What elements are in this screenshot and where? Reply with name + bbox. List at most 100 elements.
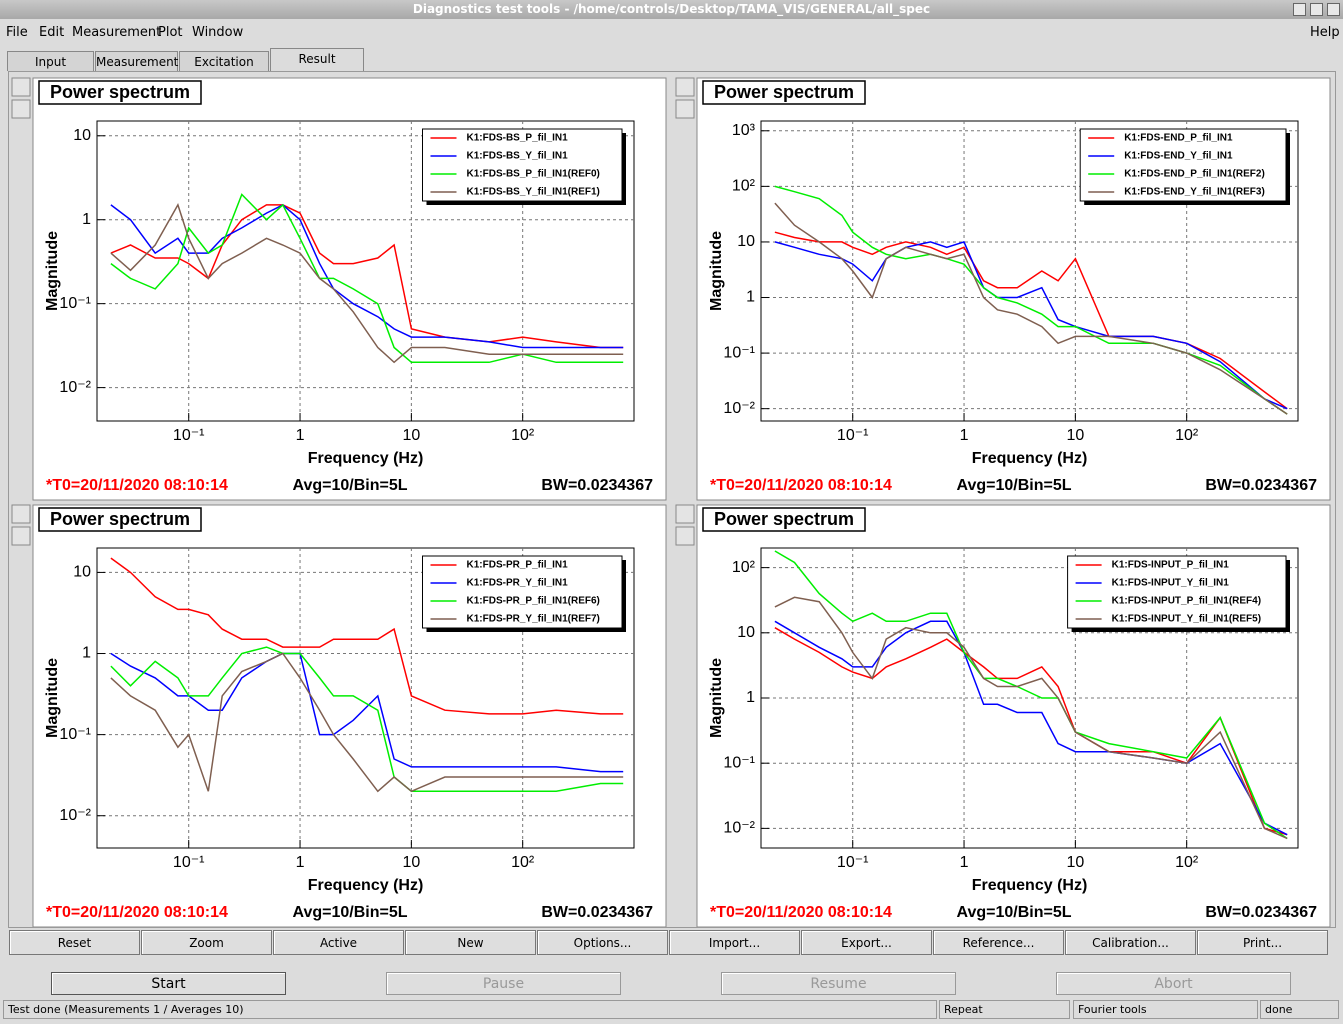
minimize[interactable] — [1293, 3, 1306, 16]
series-line — [110, 204, 624, 349]
status-text: Test done (Measurements 1 / Averages 10) — [3, 1000, 937, 1019]
resume-button[interactable]: Resume — [721, 972, 956, 995]
toolbar-button[interactable]: Calibration... — [1065, 930, 1196, 955]
x-tick-label: 10² — [1175, 854, 1199, 871]
annotation: Avg=10/Bin=5L — [292, 477, 407, 494]
panel-arrow-button[interactable] — [11, 77, 31, 97]
toolbar-button[interactable]: Reset — [9, 930, 140, 955]
y-tick-label: 10⁻¹ — [723, 344, 755, 361]
toolbar-button[interactable]: Import... — [669, 930, 800, 955]
abort-button[interactable]: Abort — [1056, 972, 1291, 995]
title-box — [702, 80, 866, 105]
plot-title: Power spectrum — [714, 509, 854, 529]
y-tick-label: 10³ — [732, 122, 756, 139]
x-tick-label: 1 — [296, 427, 305, 444]
plot-panel: 10⁻¹ 1 10 10² 10⁻² 10⁻¹ 1 10 Power spectrum Frequ… — [11, 77, 667, 501]
panel-arrow-button[interactable] — [11, 504, 31, 524]
legend-label: K1:FDS-END_Y_fil_IN1 — [1124, 151, 1233, 162]
annotation: Avg=10/Bin=5L — [956, 477, 1071, 494]
annotation: *T0=20/11/2020 08:10:14 — [46, 477, 228, 494]
series-line — [110, 203, 624, 364]
series-line — [110, 652, 624, 793]
toolbar-button[interactable]: Options... — [537, 930, 668, 955]
y-tick-label: 1 — [746, 289, 755, 306]
legend-label: K1:FDS-PR_Y_fil_IN1(REF7) — [467, 614, 600, 625]
toolbar-button[interactable]: Zoom — [141, 930, 272, 955]
status-state: done — [1260, 1000, 1339, 1019]
x-tick-label: 10² — [511, 427, 535, 444]
menu-item[interactable]: Measurement — [72, 25, 162, 40]
y-tick-label: 1 — [82, 645, 91, 662]
y-tick-label: 10⁻¹ — [723, 754, 755, 771]
legend — [1067, 555, 1287, 629]
toolbar-button[interactable]: Export... — [801, 930, 932, 955]
x-tick-label: 1 — [960, 854, 969, 871]
toolbar-button[interactable]: Active — [273, 930, 404, 955]
plot-title: Power spectrum — [714, 82, 854, 102]
legend-label: K1:FDS-PR_Y_fil_IN1 — [467, 578, 569, 589]
maximize[interactable] — [1310, 3, 1323, 16]
annotation: *T0=20/11/2020 08:10:14 — [710, 477, 892, 494]
pause-button[interactable]: Pause — [386, 972, 621, 995]
annotation: BW=0.0234367 — [541, 904, 653, 921]
legend-label: K1:FDS-BS_P_fil_IN1(REF0) — [467, 169, 600, 180]
y-tick-label: 10² — [732, 559, 756, 576]
panel-arrow-button — [675, 526, 695, 546]
x-tick-label: 10 — [1066, 427, 1084, 444]
start-button[interactable]: Start — [51, 972, 286, 995]
y-tick-label: 10² — [732, 178, 756, 195]
panel-arrow-button[interactable] — [11, 526, 31, 546]
panel-arrow-button[interactable] — [11, 99, 31, 119]
x-tick-label: 10 — [402, 854, 420, 871]
legend-label: K1:FDS-END_P_fil_IN1 — [1124, 133, 1233, 144]
toolbar-button[interactable]: Print... — [1197, 930, 1328, 955]
plot-title: Power spectrum — [50, 509, 190, 529]
tab[interactable]: Excitation — [179, 51, 269, 71]
y-tick-label: 10 — [737, 624, 755, 641]
menu-item[interactable]: Plot — [158, 25, 183, 40]
legend-label: K1:FDS-INPUT_Y_fil_IN1 — [1112, 578, 1230, 589]
plot-panel: 10⁻¹ 1 10 10² 10⁻² 10⁻¹ 1 10 Power spectrum Frequ… — [11, 504, 667, 928]
annotation: BW=0.0234367 — [1205, 477, 1317, 494]
legend-label: K1:FDS-END_P_fil_IN1(REF2) — [1124, 169, 1265, 180]
menu-item[interactable]: Help — [1310, 25, 1340, 40]
panel-arrow-button — [675, 99, 695, 119]
y-tick-label: 10⁻² — [723, 400, 755, 417]
annotation: BW=0.0234367 — [1205, 904, 1317, 921]
panel-arrow-button — [675, 504, 695, 524]
legend-label: K1:FDS-BS_Y_fil_IN1 — [467, 151, 569, 162]
close[interactable] — [1327, 3, 1340, 16]
y-tick-label: 10 — [73, 564, 91, 581]
title-box — [702, 507, 866, 532]
toolbar-button[interactable]: New — [405, 930, 536, 955]
menu-item[interactable]: Edit — [39, 25, 65, 40]
tab[interactable]: Measurement — [95, 51, 178, 71]
plot-panel: 10⁻¹ 1 10 10² 10⁻² 10⁻¹ 1 10 10² Power spectrum Fr… — [11, 504, 1331, 928]
menu-item[interactable]: Window — [192, 25, 244, 40]
tab-active[interactable]: Result — [270, 48, 364, 71]
x-tick-label: 10 — [402, 427, 420, 444]
x-axis-label: Frequency (Hz) — [972, 450, 1088, 467]
panel-arrow-button — [675, 77, 695, 97]
y-tick-label: 1 — [82, 211, 91, 228]
annotation: Avg=10/Bin=5L — [292, 904, 407, 921]
legend — [1079, 128, 1287, 202]
series-line — [110, 557, 624, 715]
annotation: *T0=20/11/2020 08:10:14 — [46, 904, 228, 921]
x-axis-label: Frequency (Hz) — [972, 877, 1088, 894]
status-tool: Fourier tools — [1073, 1000, 1258, 1019]
legend-label: K1:FDS-BS_Y_fil_IN1(REF1) — [467, 187, 600, 198]
x-tick-label: 1 — [296, 854, 305, 871]
status-mode: Repeat — [939, 1000, 1070, 1019]
menu-item[interactable]: File — [6, 25, 28, 40]
legend-label: K1:FDS-INPUT_P_fil_IN1 — [1112, 560, 1230, 571]
toolbar-button[interactable]: Reference... — [933, 930, 1064, 955]
x-tick-label: 10⁻¹ — [837, 427, 869, 444]
title-box — [38, 80, 202, 105]
x-tick-label: 10 — [1066, 854, 1084, 871]
series-line — [774, 596, 1288, 840]
tab[interactable]: Input — [7, 51, 94, 71]
legend-label: K1:FDS-INPUT_Y_fil_IN1(REF5) — [1112, 614, 1261, 625]
legend-label: K1:FDS-PR_P_fil_IN1(REF6) — [467, 596, 600, 607]
